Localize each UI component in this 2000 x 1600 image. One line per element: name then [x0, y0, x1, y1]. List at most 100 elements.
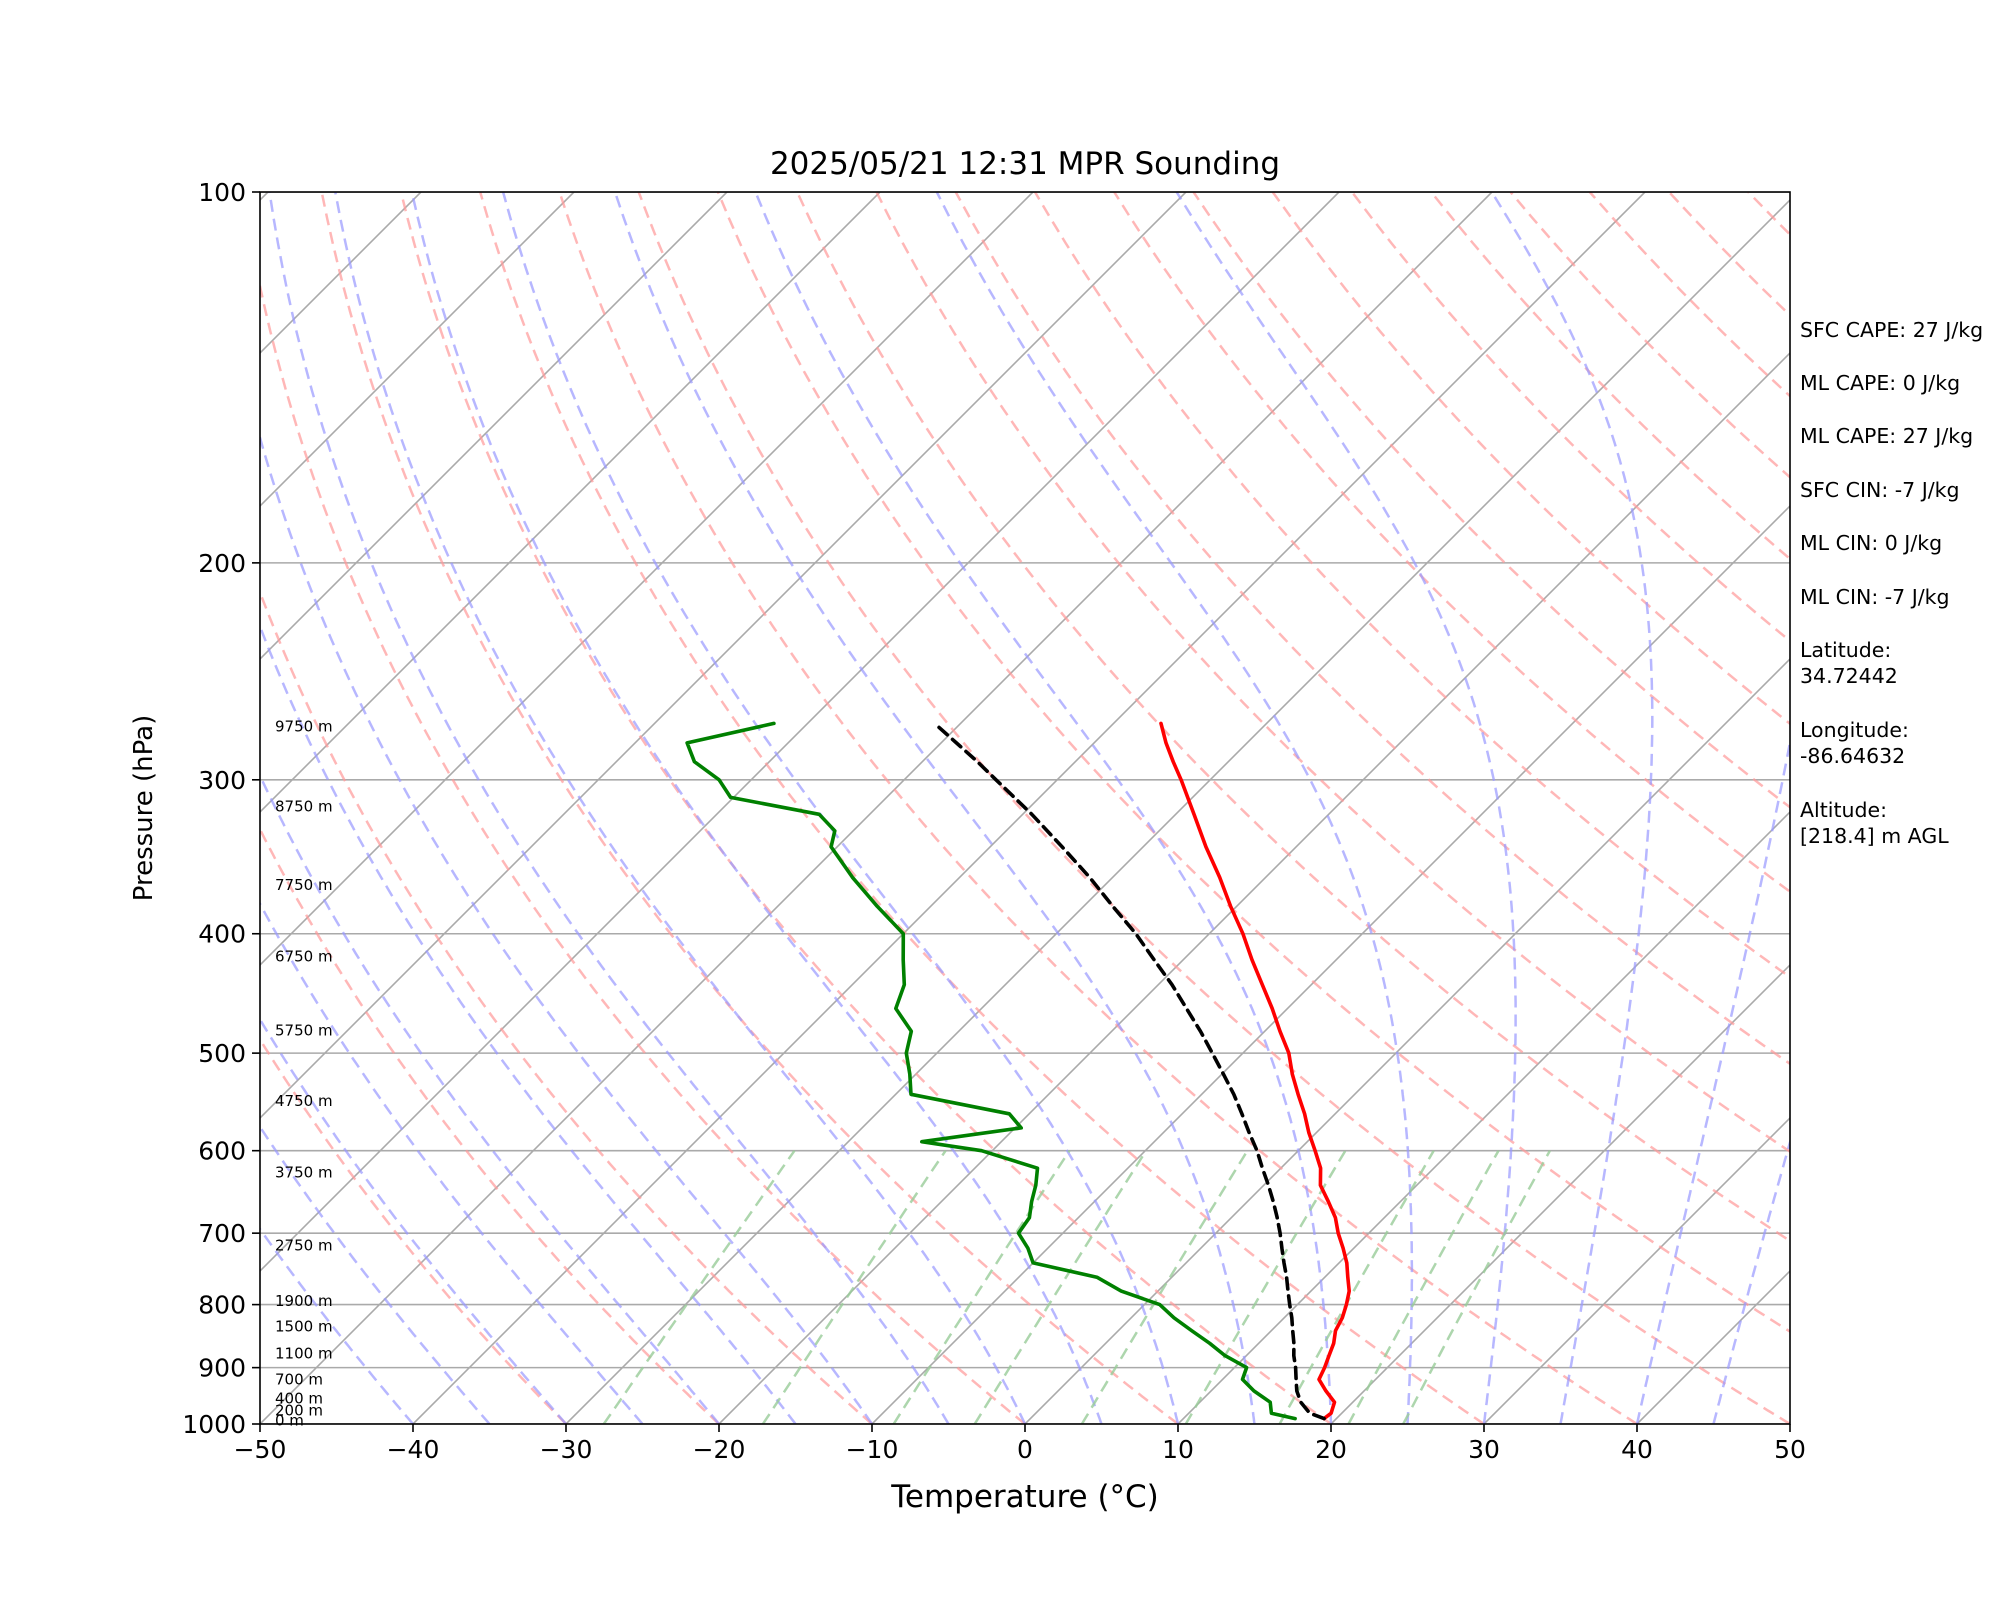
dry-adiabat-line	[260, 588, 873, 1424]
isotherm-line	[260, 192, 1034, 967]
height-label: 8750 m	[275, 798, 333, 816]
height-label: 9750 m	[275, 717, 333, 735]
ml-cape-readout-2: ML CAPE: 27 J/kg	[1800, 424, 1974, 448]
moist-adiabat-line	[501, 192, 1180, 1424]
moist-adiabat-line	[613, 192, 1256, 1424]
moist-adiabat-line	[1635, 735, 1790, 1424]
y-tick-label: 300	[198, 766, 246, 795]
mixing-ratio-line	[892, 1150, 1071, 1424]
isotherm-line	[260, 192, 881, 814]
mixing-ratio-line	[1184, 1150, 1347, 1424]
y-tick-label: 900	[198, 1354, 246, 1383]
dry-adiabat-line	[320, 192, 1179, 1424]
moist-adiabat-line	[410, 192, 1103, 1424]
ml-cin-readout: ML CIN: 0 J/kg	[1800, 531, 1943, 555]
mixing-ratio-line	[761, 1149, 947, 1424]
moist-adiabat-line	[935, 192, 1414, 1424]
x-tick-label: 10	[1162, 1435, 1194, 1464]
x-tick-label: −10	[846, 1435, 899, 1464]
isotherm-line	[1330, 963, 1790, 1424]
longitude-value: -86.64632	[1800, 744, 1906, 768]
moist-adiabat-line	[260, 1017, 567, 1424]
y-tick-label: 100	[198, 178, 246, 207]
latitude-value: 34.72442	[1800, 664, 1898, 688]
mixing-ratio-line	[973, 1150, 1148, 1424]
moist-adiabat-line	[1490, 192, 1654, 1424]
dry-adiabat-line	[260, 826, 720, 1424]
isotherm-line	[1177, 810, 1790, 1424]
height-label: 2750 m	[275, 1237, 333, 1255]
moist-adiabat-line	[260, 433, 874, 1424]
dewpoint-profile-line	[685, 721, 1297, 1421]
height-label: 700 m	[275, 1371, 323, 1389]
dry-adiabat-line	[260, 1037, 567, 1424]
y-tick-label: 600	[198, 1137, 246, 1166]
height-label: 4750 m	[275, 1092, 333, 1110]
x-tick-label: −30	[540, 1435, 593, 1464]
moist-adiabat-line	[260, 623, 797, 1424]
y-tick-label: 200	[198, 549, 246, 578]
chart-title: 2025/05/21 12:31 MPR Sounding	[770, 146, 1280, 182]
y-tick-label: 700	[198, 1219, 246, 1248]
longitude-label: Longitude:	[1800, 718, 1909, 742]
moist-adiabat-line	[268, 192, 950, 1424]
isotherm-line	[565, 198, 1790, 1424]
moist-adiabat-line	[1175, 192, 1517, 1424]
height-label: 1500 m	[275, 1318, 333, 1336]
moist-adiabat-line	[334, 192, 1027, 1424]
moist-adiabat-line	[260, 901, 644, 1424]
ml-cin-readout-2: ML CIN: -7 J/kg	[1800, 585, 1950, 609]
height-label: 6750 m	[275, 947, 333, 965]
dry-adiabat-line	[478, 192, 1485, 1424]
dry-adiabat-line	[637, 192, 1790, 1424]
parcel-profile-line	[932, 721, 1326, 1421]
height-label: 1900 m	[275, 1292, 333, 1310]
dry-adiabat-line	[399, 192, 1332, 1424]
dry-adiabat-line	[954, 192, 1790, 1066]
x-tick-label: 20	[1315, 1435, 1347, 1464]
height-label: 5750 m	[275, 1021, 333, 1039]
y-axis-label: Pressure (hPa)	[129, 715, 159, 902]
y-tick-label: 800	[198, 1291, 246, 1320]
y-tick-label: 500	[198, 1039, 246, 1068]
x-tick-label: −20	[693, 1435, 746, 1464]
height-label: 0 m	[275, 1411, 304, 1429]
height-label: 1100 m	[275, 1344, 333, 1362]
sfc-cin-readout: SFC CIN: -7 J/kg	[1800, 478, 1960, 502]
mixing-ratio-line	[1402, 1150, 1551, 1424]
height-label: 3750 m	[275, 1163, 333, 1181]
x-tick-label: 50	[1774, 1435, 1806, 1464]
isotherm-line	[871, 504, 1790, 1424]
altitude-label: Altitude:	[1800, 798, 1888, 822]
mixing-ratio-line	[602, 1149, 796, 1424]
isotherm-line	[260, 192, 1493, 1424]
dry-adiabat-line	[1033, 192, 1790, 979]
moist-adiabat-line	[754, 192, 1333, 1424]
isotherm-line	[718, 351, 1790, 1424]
height-label: 200 m	[275, 1402, 323, 1420]
isotherm-line	[260, 192, 1187, 1120]
ml-cape-readout: ML CAPE: 0 J/kg	[1800, 371, 1961, 395]
dry-adiabat-line	[558, 192, 1638, 1424]
dry-adiabat-line	[875, 192, 1790, 1154]
x-tick-label: −50	[234, 1435, 287, 1464]
dry-adiabat-line	[260, 280, 1026, 1424]
isotherm-line	[1483, 1116, 1790, 1424]
isotherm-line	[260, 192, 728, 661]
y-tick-label: 1000	[182, 1410, 246, 1439]
dry-adiabat-line	[1113, 192, 1790, 894]
mixing-ratio-line	[1080, 1150, 1249, 1424]
isotherm-line	[412, 192, 1646, 1424]
x-tick-label: 30	[1468, 1435, 1500, 1464]
isotherm-line	[260, 192, 575, 508]
height-label: 7750 m	[275, 876, 333, 894]
temperature-profile-line	[1159, 721, 1351, 1421]
mixing-ratio-line	[1347, 1150, 1500, 1424]
isotherm-line	[0, 192, 115, 1424]
x-tick-label: 40	[1621, 1435, 1653, 1464]
isotherm-line	[1024, 657, 1790, 1424]
dry-adiabat-line	[716, 192, 1790, 1334]
y-tick-label: 400	[198, 920, 246, 949]
latitude-label: Latitude:	[1800, 638, 1892, 662]
